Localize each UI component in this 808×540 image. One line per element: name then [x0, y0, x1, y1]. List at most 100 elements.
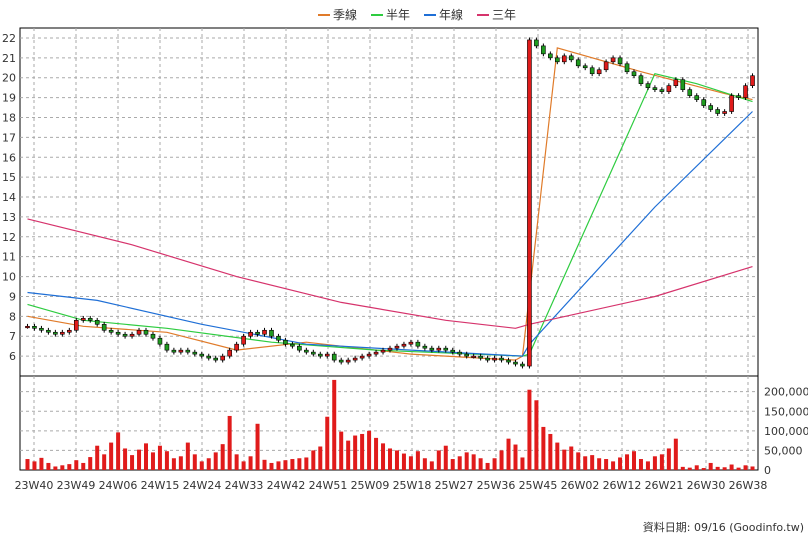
footer-text: 資料日期: 09/16 (Goodinfo.tw)	[643, 520, 804, 534]
volume-bar	[701, 468, 706, 470]
volume-tick-label: 150,000	[764, 405, 808, 418]
x-axis: 23W40 23W49 24W06 24W15 24W24 24W33 24W42 24W51…	[15, 479, 768, 492]
candle-body	[631, 71, 637, 77]
candle-body	[345, 359, 351, 363]
volume-bar	[394, 450, 399, 470]
x-tick-label: 24W51	[309, 479, 348, 492]
chart-legend: 季線 半年 年線 三年	[318, 7, 516, 22]
volume-bar	[164, 451, 169, 470]
candle-body	[199, 353, 205, 357]
volume-bar	[632, 451, 636, 470]
candlesticks	[25, 37, 755, 369]
volume-bar	[262, 459, 267, 470]
volume-bar	[604, 459, 609, 470]
candle-body	[429, 347, 435, 351]
price-tick-label: 17	[2, 131, 16, 144]
candle-body	[80, 318, 86, 321]
candle-body	[687, 89, 693, 96]
candle-body	[513, 361, 518, 365]
candle-body	[694, 95, 700, 100]
volume-bar	[185, 442, 190, 470]
candle-body	[150, 333, 156, 339]
volume-bar	[555, 442, 560, 470]
candle-body	[331, 353, 337, 361]
candle-body	[645, 83, 651, 88]
price-axis: 6 7 8 9 10 11 12 13 14 15 16 17 18 19 20 21 22	[2, 32, 16, 363]
x-tick-label: 26W30	[687, 479, 726, 492]
legend-label: 季線	[333, 7, 357, 22]
x-tick-label: 25W18	[393, 479, 432, 492]
candle-body	[659, 89, 665, 92]
candle-body	[311, 351, 316, 355]
candle-body	[262, 329, 267, 335]
volume-bar	[722, 467, 727, 470]
volume-bar	[743, 465, 748, 470]
price-tick-label: 6	[9, 350, 16, 363]
candle-body	[457, 351, 463, 355]
volume-bar	[25, 459, 30, 470]
volume-bar	[471, 454, 476, 470]
grid-lines	[20, 28, 758, 470]
volume-bar	[227, 415, 232, 470]
volume-bar	[625, 454, 630, 470]
volume-bar	[192, 454, 197, 470]
volume-bar	[283, 460, 288, 470]
volume-bar	[611, 461, 616, 470]
candle-body	[206, 355, 212, 359]
volume-bar	[248, 456, 253, 470]
price-tick-label: 18	[2, 111, 16, 124]
volume-bar	[269, 462, 274, 470]
candle-body	[157, 337, 163, 345]
volume-bar	[638, 459, 643, 470]
volume-bar	[422, 458, 427, 470]
candle-body	[73, 320, 79, 331]
volume-bar	[339, 431, 344, 470]
volume-bar	[325, 416, 330, 470]
candle-body	[736, 95, 741, 98]
volume-bar	[478, 458, 483, 470]
volume-bar	[123, 448, 128, 470]
x-tick-label: 24W33	[225, 479, 264, 492]
volume-bar	[374, 437, 379, 470]
candle-body	[415, 341, 421, 347]
candle-body	[603, 61, 609, 71]
volume-bars	[25, 379, 755, 470]
candle-body	[255, 331, 260, 335]
volume-bar	[436, 450, 441, 470]
candle-body	[548, 53, 553, 59]
candle-body	[136, 329, 142, 335]
price-tick-label: 15	[2, 171, 16, 184]
price-tick-label: 14	[2, 191, 16, 204]
candle-body	[520, 363, 525, 367]
price-tick-label: 7	[9, 330, 16, 343]
volume-bar	[130, 455, 135, 470]
x-tick-label: 23W40	[15, 479, 54, 492]
volume-bar	[332, 379, 337, 470]
volume-bar	[220, 444, 225, 470]
volume-bar	[673, 438, 678, 470]
volume-tick-label: 100,000	[764, 425, 808, 438]
candle-body	[715, 109, 720, 114]
volume-bar	[583, 456, 588, 470]
price-tick-label: 20	[2, 72, 16, 85]
volume-bar	[39, 457, 44, 470]
x-tick-label: 25W09	[351, 479, 390, 492]
volume-bar	[443, 445, 448, 470]
volume-bar	[715, 466, 720, 470]
volume-bar	[687, 467, 692, 470]
candle-body	[443, 347, 449, 351]
candle-body	[39, 327, 44, 331]
candle-body	[750, 75, 755, 86]
candle-body	[94, 320, 100, 325]
candle-body	[380, 349, 386, 353]
volume-bar	[548, 433, 553, 470]
candle-body	[87, 318, 93, 321]
volume-bar	[520, 457, 525, 470]
volume-bar	[513, 444, 518, 470]
volume-bar	[590, 455, 595, 470]
candle-body	[708, 105, 713, 110]
ma-line	[27, 218, 753, 329]
x-tick-label: 24W15	[141, 479, 180, 492]
x-tick-label: 26W12	[603, 479, 642, 492]
